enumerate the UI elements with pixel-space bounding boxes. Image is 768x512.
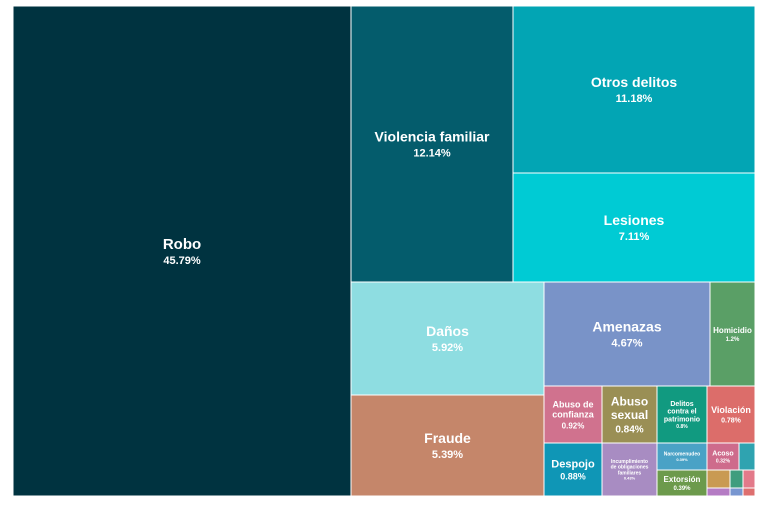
tile-label: Robo	[163, 236, 201, 253]
treemap-rect	[706, 469, 731, 489]
tile-value: 5.92%	[432, 342, 463, 354]
treemap-rect	[742, 487, 756, 497]
treemap-rect	[601, 442, 658, 497]
tile-fraude: Fraude 5.39%	[350, 394, 545, 497]
tile-label: Violación	[711, 405, 751, 415]
tile-segment-22	[706, 487, 731, 497]
treemap-rect	[738, 442, 756, 471]
treemap-rect	[742, 469, 756, 489]
tile-value: 11.18%	[616, 93, 653, 105]
tile-extorsion: Extorsión 0.39%	[656, 469, 708, 497]
treemap-rect	[709, 281, 756, 387]
tile-lesiones: Lesiones 7.11%	[512, 172, 756, 283]
tile-incumplimiento-de-obligaciones-familiares: Incumplimiento de obligaciones familiares0…	[601, 442, 658, 497]
tile-segment-23	[729, 487, 744, 497]
treemap-rect	[656, 469, 708, 497]
tile-label: Incumplimiento de obligaciones familiares	[611, 459, 649, 476]
tile-value: 0.88%	[560, 472, 586, 482]
tile-violacion: Violación 0.78%	[706, 385, 756, 444]
tile-label: Otros delitos	[591, 74, 678, 90]
tile-value: 1.2%	[726, 337, 740, 343]
tile-label: Extorsión	[664, 475, 701, 484]
treemap-rect	[543, 442, 603, 497]
treemap-rect	[512, 172, 756, 283]
tile-value: 0.39%	[673, 486, 691, 492]
tile-value: 4.67%	[611, 338, 642, 350]
treemap-rect	[729, 469, 744, 489]
treemap-rect	[601, 385, 658, 444]
treemap-rect	[350, 281, 545, 396]
tile-label: Narcomenudeo	[664, 452, 700, 458]
tile-homicidio: Homicidio 1.2%	[709, 281, 756, 387]
tile-abuso-sexual: Abuso sexual 0.84%	[601, 385, 658, 444]
treemap-tiles: Robo 45.79% Violencia familiar 12.14% Otros …	[12, 5, 756, 497]
treemap-rect	[706, 487, 731, 497]
tile-value: 7.11%	[619, 231, 650, 243]
treemap-rect	[12, 5, 352, 497]
tile-label: Violencia familiar	[375, 129, 490, 145]
treemap-rect	[350, 394, 545, 497]
tile-label: Acoso	[712, 451, 733, 458]
treemap-rect	[706, 442, 740, 471]
treemap-rect	[350, 5, 514, 283]
tile-value: 12.14%	[413, 148, 451, 160]
treemap-rect	[729, 487, 744, 497]
tile-label: Delitos contra el patrimonio	[664, 401, 700, 424]
tile-label: Abuso sexual	[611, 395, 648, 422]
tile-otros-delitos: Otros delitos 11.18%	[512, 5, 756, 174]
tile-label: Lesiones	[604, 212, 665, 228]
tile-value: 0.92%	[562, 421, 585, 430]
tile-label: Homicidio	[713, 326, 752, 335]
treemap-rect	[512, 5, 756, 174]
tile-value: 0.78%	[721, 418, 742, 425]
tile-value: 0.8%	[676, 424, 688, 430]
tile-value: 0.43%	[624, 476, 636, 481]
tile-value: 0.84%	[615, 424, 643, 435]
tile-label: Despojo	[551, 459, 595, 471]
treemap-rect	[656, 442, 708, 471]
tile-amenazas: Amenazas 4.67%	[543, 281, 711, 387]
tile-segment-21	[729, 469, 744, 489]
tile-violencia-familiar: Violencia familiar 12.14%	[350, 5, 514, 283]
tile-label: Fraude	[424, 430, 471, 446]
tile-label: Daños	[426, 323, 469, 339]
tile-segment-18	[738, 442, 756, 471]
tile-value: 0.39%	[676, 457, 688, 462]
tile-robo: Robo 45.79%	[12, 5, 352, 497]
tile-abuso-de-confianza: Abuso de confianza 0.92%	[543, 385, 603, 444]
tile-value: 5.39%	[432, 449, 463, 461]
tile-danos: Daños 5.92%	[350, 281, 545, 396]
tile-label: Amenazas	[592, 319, 661, 335]
treemap-rect	[706, 385, 756, 444]
tile-value: 0.32%	[716, 458, 731, 464]
tile-segment-19	[742, 469, 756, 489]
tile-value: 45.79%	[163, 255, 201, 267]
tile-segment-24	[742, 487, 756, 497]
tile-segment-20	[706, 469, 731, 489]
tile-label: Abuso de confianza	[552, 399, 595, 419]
